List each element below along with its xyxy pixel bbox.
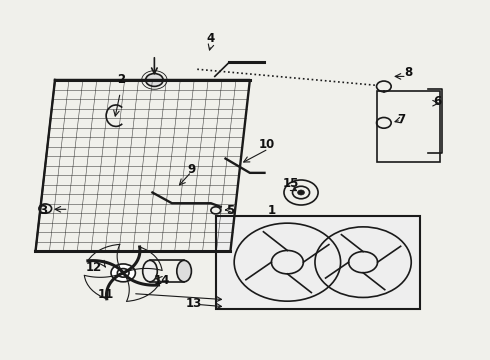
Text: 4: 4	[207, 32, 215, 45]
Text: 6: 6	[433, 95, 441, 108]
Circle shape	[297, 190, 304, 195]
Text: 5: 5	[226, 204, 235, 217]
Bar	[216, 216, 420, 309]
Text: 11: 11	[98, 288, 114, 301]
Text: 1: 1	[268, 204, 276, 217]
Text: 2: 2	[117, 73, 125, 86]
Text: 12: 12	[86, 261, 102, 274]
Text: 10: 10	[259, 138, 275, 151]
Text: 3: 3	[39, 204, 47, 217]
Ellipse shape	[143, 260, 157, 282]
Ellipse shape	[177, 260, 192, 282]
Circle shape	[146, 73, 163, 86]
Text: 13: 13	[186, 297, 202, 310]
Bar	[376, 91, 440, 162]
Circle shape	[111, 264, 135, 282]
Text: 15: 15	[283, 177, 299, 190]
Text: 9: 9	[187, 163, 196, 176]
Text: 7: 7	[397, 113, 405, 126]
Text: 14: 14	[154, 274, 171, 287]
Text: 8: 8	[404, 66, 413, 79]
